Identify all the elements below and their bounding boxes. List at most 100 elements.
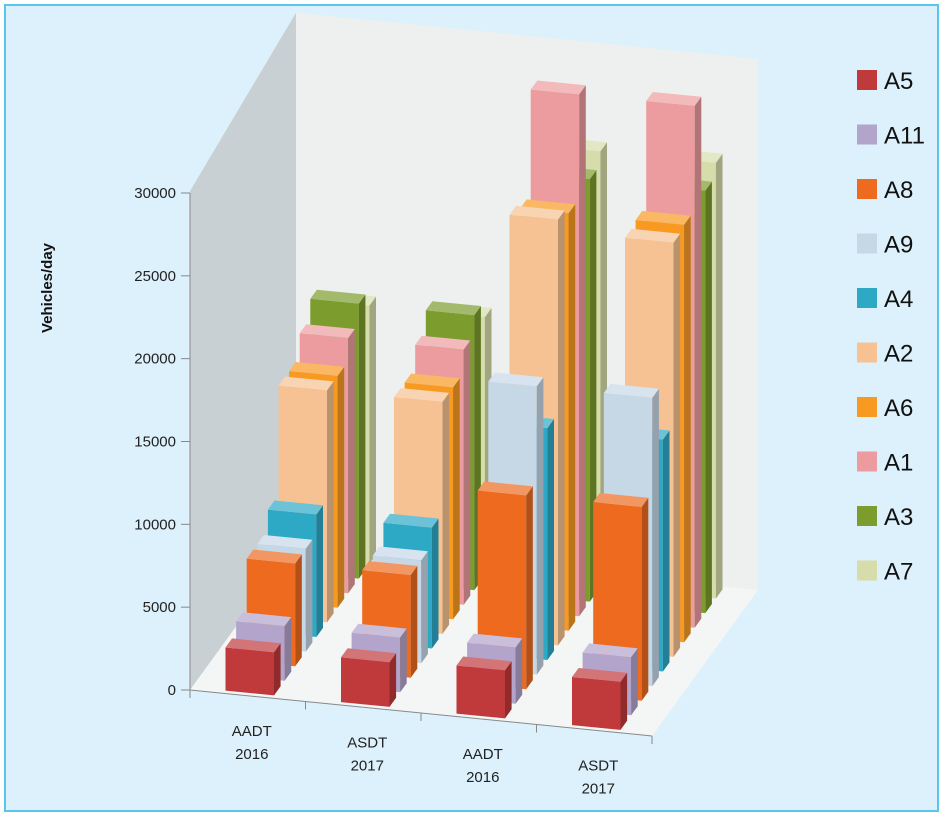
bar-side (641, 497, 649, 701)
legend-label: A2 (884, 341, 913, 368)
bar-side (431, 518, 439, 649)
legend-label: A11 (884, 123, 925, 150)
bar-side (526, 486, 533, 690)
legend-item-a5: A5 (857, 68, 913, 95)
legend-item-a4: A4 (857, 286, 913, 313)
y-tick-label: 20000 (134, 351, 176, 368)
bar-top (289, 362, 345, 376)
legend: A5 A11 A8 A9 A4 A2 A6 A1 A3 A7 (857, 68, 925, 586)
bar-a5 (456, 656, 512, 719)
bar-side (620, 672, 628, 730)
legend-swatch (857, 288, 877, 308)
bar-top (635, 210, 691, 225)
bar-side (652, 388, 659, 687)
bar-top (625, 228, 681, 243)
legend-swatch (857, 179, 877, 199)
legend-swatch (857, 233, 877, 254)
legend-swatch (857, 397, 877, 417)
bar-a5 (341, 648, 397, 707)
bar-top (582, 643, 638, 658)
bar-side (662, 430, 670, 672)
bar-side (421, 551, 428, 664)
bar-a5 (572, 668, 628, 730)
bar-front (341, 657, 390, 707)
legend-label: A7 (884, 559, 913, 586)
bar-top (456, 656, 512, 671)
x-tick-label: 2017 (351, 757, 384, 774)
legend-label: A5 (884, 68, 913, 95)
legend-label: A3 (884, 504, 913, 531)
bar-side (274, 643, 281, 696)
bar-top (646, 92, 702, 106)
y-axis-title: Vehicles/day (39, 242, 56, 333)
bar-top (477, 481, 533, 496)
bar-side (631, 648, 638, 716)
x-tick-label: 2016 (466, 769, 499, 786)
bar-top (530, 80, 586, 95)
bar-side (568, 204, 576, 631)
bar-top (310, 289, 366, 304)
x-axis: AADT 2016 ASDT 2017 AADT 2016 ASDT 2017 (189, 689, 653, 797)
legend-item-a7: A7 (857, 559, 913, 586)
bar-side (442, 392, 450, 634)
bar-side (284, 617, 292, 681)
bar-side (463, 340, 471, 605)
legend-swatch (857, 342, 877, 363)
bar-top (383, 513, 439, 528)
bar-top (603, 383, 659, 398)
x-tick-label: 2016 (235, 746, 268, 763)
bar-top (425, 301, 481, 316)
y-tick-label: 30000 (134, 185, 176, 202)
bar-side (558, 210, 565, 646)
legend-label: A1 (884, 450, 913, 477)
legend-item-a8: A8 (857, 177, 913, 204)
bar-side (579, 85, 586, 617)
legend-swatch (857, 560, 877, 581)
y-axis: 0 5000 10000 15000 20000 25000 30000 (134, 185, 191, 699)
bar-top (257, 535, 313, 549)
bars (225, 80, 723, 730)
bar-top (225, 638, 281, 653)
bar-side (589, 170, 597, 602)
bar-front (225, 647, 274, 696)
bar-top (341, 648, 397, 663)
bar-side (400, 628, 407, 693)
bar-side (715, 153, 723, 599)
bar-side (410, 565, 418, 678)
y-tick-label: 5000 (143, 599, 176, 616)
bar-side (295, 554, 302, 667)
bar-side (348, 329, 355, 594)
x-tick-label: AADT (232, 723, 272, 740)
bar-side (673, 233, 681, 657)
x-tick-label: ASDT (347, 734, 387, 751)
legend-item-a2: A2 (857, 341, 913, 368)
bar-front (572, 677, 621, 730)
bar-top (593, 493, 649, 507)
x-tick-label: 2017 (582, 780, 615, 797)
bar-side (316, 505, 323, 637)
legend-item-a1: A1 (857, 450, 913, 477)
bar-side (547, 419, 554, 660)
bar-top (509, 205, 565, 220)
bar-top (372, 546, 428, 561)
y-tick-label: 0 (168, 682, 176, 699)
bar-top (488, 372, 544, 387)
bar-side (453, 378, 460, 620)
legend-item-a3: A3 (857, 504, 913, 531)
bar-side (305, 539, 313, 652)
y-tick-label: 10000 (134, 516, 176, 533)
bar-side (337, 366, 345, 608)
bar-side (327, 381, 334, 623)
y-tick-label: 25000 (134, 268, 176, 285)
bar-a5 (225, 638, 281, 696)
legend-label: A6 (884, 395, 913, 422)
bar-side (369, 296, 376, 564)
bar-side (505, 661, 512, 719)
bar-side (694, 96, 702, 628)
legend-item-a9: A9 (857, 232, 913, 259)
bar-top (236, 612, 292, 627)
bar-top (467, 633, 523, 648)
bar-top (278, 376, 334, 391)
legend-swatch (857, 70, 877, 90)
